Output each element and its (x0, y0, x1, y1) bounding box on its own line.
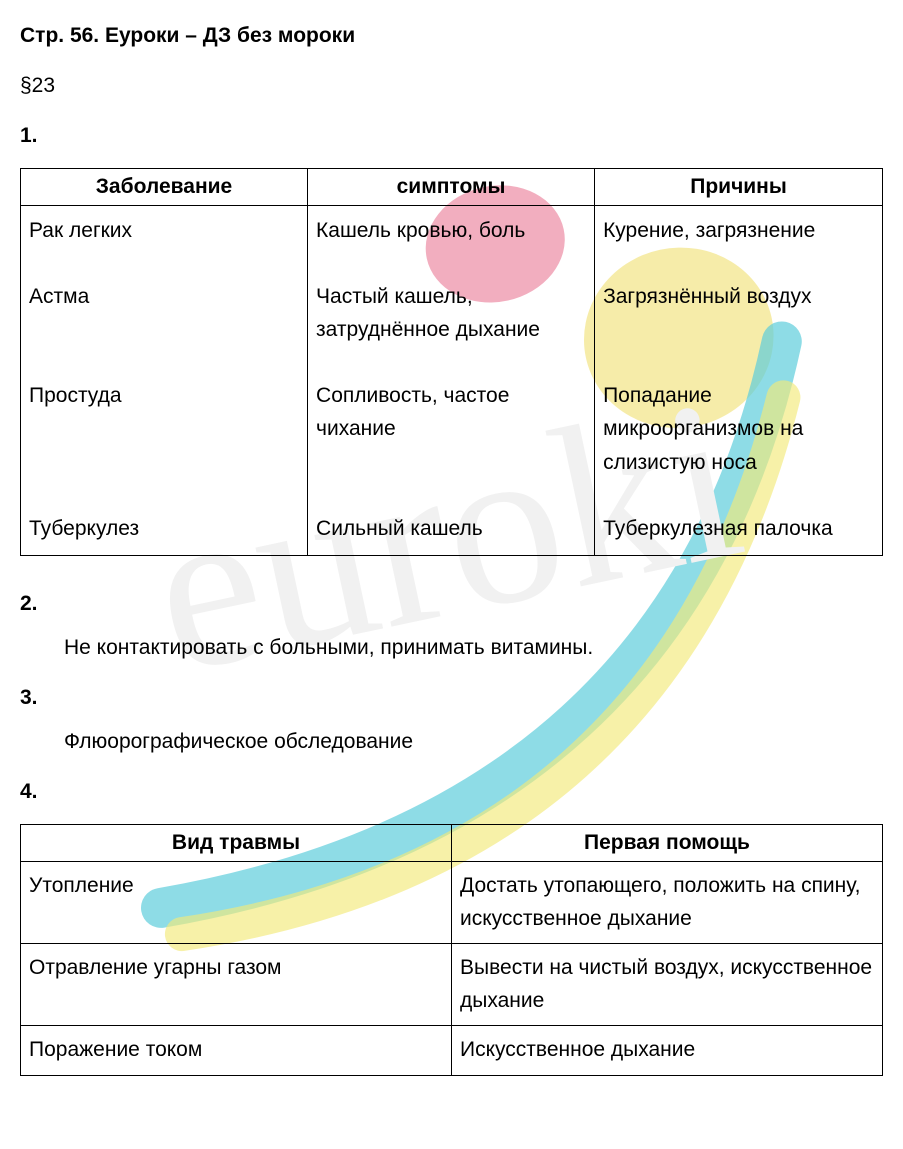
question-2-answer: Не контактировать с больными, принимать … (64, 636, 883, 660)
table-cell: Курение, загрязнение (595, 206, 883, 272)
table-cell: Туберкулез (21, 504, 308, 556)
table-cell: Отравление угарны газом (21, 944, 452, 1026)
table-header: Заболевание (21, 169, 308, 206)
table-row: Заболевание симптомы Причины (21, 169, 883, 206)
table-row: Астма Частый кашель, затруднённое дыхани… (21, 272, 883, 371)
page-title: Стр. 56. Еуроки – ДЗ без мороки (20, 24, 883, 48)
table-cell: Частый кашель, затруднённое дыхание (308, 272, 595, 371)
section-label: §23 (20, 74, 883, 98)
table-diseases: Заболевание симптомы Причины Рак легких … (20, 168, 883, 556)
question-2-label: 2. (20, 592, 883, 616)
table-cell: Искусственное дыхание (452, 1026, 883, 1076)
table-cell: Астма (21, 272, 308, 371)
table-cell: Достать утопающего, положить на спину, и… (452, 862, 883, 944)
table-row: Отравление угарны газом Вывести на чисты… (21, 944, 883, 1026)
table-cell: Сопливость, частое чихание (308, 371, 595, 504)
question-4-label: 4. (20, 780, 883, 804)
table-cell: Поражение током (21, 1026, 452, 1076)
table-row: Вид травмы Первая помощь (21, 825, 883, 862)
question-3-label: 3. (20, 686, 883, 710)
table-header: Вид травмы (21, 825, 452, 862)
table-row: Поражение током Искусственное дыхание (21, 1026, 883, 1076)
table-cell: Утопление (21, 862, 452, 944)
table-header: Первая помощь (452, 825, 883, 862)
table-cell: Вывести на чистый воздух, искусственное … (452, 944, 883, 1026)
table-cell: Попадание микроорганизмов на слизистую н… (595, 371, 883, 504)
table-header: симптомы (308, 169, 595, 206)
table-row: Утопление Достать утопающего, положить н… (21, 862, 883, 944)
table-cell: Туберкулезная палочка (595, 504, 883, 556)
question-3-answer: Флюорографическое обследование (64, 730, 883, 754)
table-row: Простуда Сопливость, частое чихание Попа… (21, 371, 883, 504)
table-cell: Загрязнённый воздух (595, 272, 883, 371)
table-cell: Рак легких (21, 206, 308, 272)
page-content: Стр. 56. Еуроки – ДЗ без мороки §23 1. З… (0, 0, 903, 1130)
table-injuries: Вид травмы Первая помощь Утопление Доста… (20, 824, 883, 1076)
table-cell: Простуда (21, 371, 308, 504)
table-row: Туберкулез Сильный кашель Туберкулезная … (21, 504, 883, 556)
table-cell: Кашель кровью, боль (308, 206, 595, 272)
table-row: Рак легких Кашель кровью, боль Курение, … (21, 206, 883, 272)
question-1-label: 1. (20, 124, 883, 148)
table-header: Причины (595, 169, 883, 206)
table-cell: Сильный кашель (308, 504, 595, 556)
